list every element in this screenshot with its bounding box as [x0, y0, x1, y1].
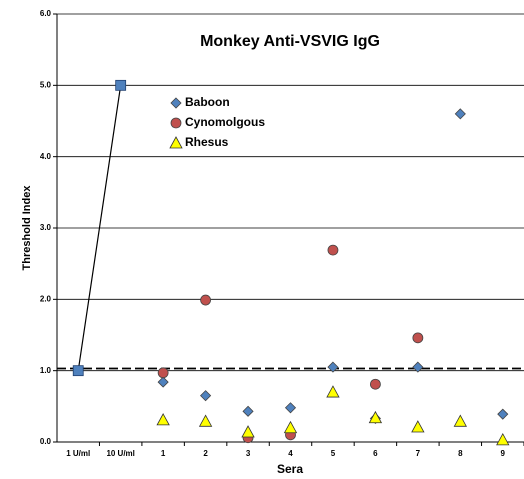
y-tick-label: 4.0	[40, 152, 52, 161]
data-point	[115, 79, 127, 91]
data-point	[497, 408, 509, 420]
x-tick-label: 7	[416, 449, 421, 458]
series-line	[77, 85, 122, 371]
y-axis-label: Threshold Index	[21, 185, 33, 271]
x-tick-label: 8	[458, 449, 463, 458]
data-point	[327, 244, 339, 256]
data-point	[157, 376, 169, 388]
legend-marker	[170, 97, 182, 109]
data-point	[198, 414, 213, 427]
x-tick-label: 3	[246, 449, 251, 458]
y-tick-label: 2.0	[40, 294, 52, 303]
x-tick-label: 6	[373, 449, 378, 458]
legend-label: Cynomolgous	[185, 115, 265, 129]
x-tick-label: 1 U/ml	[66, 449, 90, 458]
legend-marker	[169, 136, 183, 149]
x-tick-label: 10 U/ml	[106, 449, 134, 458]
chart-title: Monkey Anti-VSVIG IgG	[200, 33, 380, 50]
y-tick-label: 1.0	[40, 366, 52, 375]
x-tick-label: 4	[288, 449, 293, 458]
legend-marker	[170, 117, 182, 129]
data-point	[327, 361, 339, 373]
data-point	[284, 402, 297, 414]
data-point	[241, 425, 255, 438]
data-point	[283, 420, 298, 434]
x-tick-label: 9	[501, 449, 506, 458]
data-point	[72, 365, 84, 377]
x-tick-label: 1	[161, 449, 166, 458]
data-point	[200, 294, 211, 306]
y-tick-label: 0.0	[40, 437, 52, 446]
data-point	[370, 378, 381, 390]
data-point	[412, 361, 424, 373]
x-axis-label: Sera	[277, 462, 303, 476]
data-point	[454, 108, 466, 120]
y-tick-label: 3.0	[40, 223, 52, 232]
data-point	[412, 332, 424, 344]
y-tick-label: 6.0	[40, 9, 52, 18]
y-tick-label: 5.0	[40, 80, 52, 89]
data-point	[242, 405, 254, 417]
data-point	[157, 367, 169, 379]
data-point	[368, 410, 383, 424]
data-point	[411, 420, 425, 433]
legend-label: Baboon	[185, 95, 230, 109]
legend-label: Rhesus	[185, 135, 229, 149]
data-point	[453, 414, 467, 427]
x-tick-label: 5	[331, 449, 336, 458]
x-tick-label: 2	[203, 449, 208, 458]
data-point	[156, 413, 170, 426]
data-point	[200, 390, 212, 402]
data-point	[496, 433, 510, 446]
data-point	[326, 385, 340, 398]
